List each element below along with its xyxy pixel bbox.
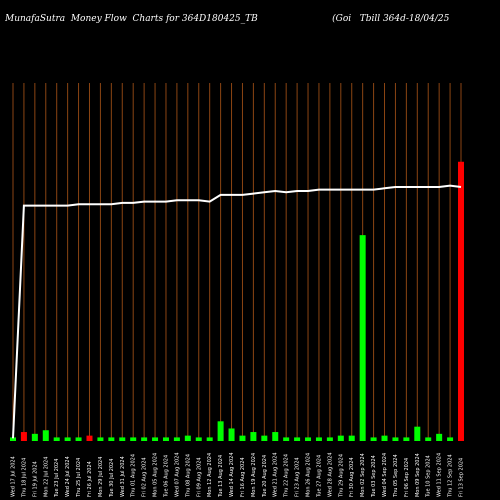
volume-bar <box>75 437 82 441</box>
volume-bar <box>359 235 366 441</box>
x-tick-label: Tue 10 Sep 2024 <box>426 455 432 498</box>
x-tick-label: Mon 09 Sep 2024 <box>415 453 421 497</box>
volume-bar <box>305 437 312 441</box>
x-tick-label: Wed 31 Jul 2024 <box>120 456 126 497</box>
x-tick-label: Wed 28 Aug 2024 <box>327 452 333 497</box>
x-axis-tick-labels: Wed 17 Jul 2024 Thu 18 Jul 2024 Fri 19 Jul… <box>11 452 465 498</box>
volume-bar <box>261 435 268 441</box>
volume-bar <box>119 437 126 441</box>
volume-bar <box>31 433 38 441</box>
x-tick-label: Mon 19 Aug 2024 <box>251 453 257 497</box>
x-tick-label: Tue 03 Sep 2024 <box>371 455 377 498</box>
x-tick-label: Tue 20 Aug 2024 <box>262 455 268 498</box>
x-tick-label: Wed 07 Aug 2024 <box>174 452 180 497</box>
volume-bar <box>315 437 322 441</box>
volume-bar <box>370 437 377 441</box>
volume-bar <box>326 437 333 441</box>
volume-bar <box>239 435 246 441</box>
x-tick-label: Thu 25 Jul 2024 <box>76 458 82 498</box>
volume-bar <box>64 437 71 441</box>
volume-bar <box>152 437 159 441</box>
x-tick-label: Mon 02 Sep 2024 <box>360 453 366 497</box>
x-tick-label: Fri 30 Aug 2024 <box>349 457 355 497</box>
x-tick-label: Mon 26 Aug 2024 <box>306 453 312 497</box>
volume-bar <box>217 421 224 441</box>
volume-bar <box>458 161 464 441</box>
volume-bar <box>86 435 93 441</box>
x-tick-label: Mon 05 Aug 2024 <box>153 453 159 497</box>
volume-bar <box>447 437 454 441</box>
x-tick-label: Wed 11 Sep 2024 <box>437 453 443 497</box>
x-tick-label: Fri 26 Jul 2024 <box>87 461 93 497</box>
volume-bar <box>381 435 388 441</box>
x-tick-label: Tue 30 Jul 2024 <box>109 459 115 498</box>
money-flow-line-path <box>12 184 462 439</box>
volume-bar <box>250 432 257 441</box>
volume-bar <box>272 432 279 441</box>
x-tick-label: Tue 13 Aug 2024 <box>218 455 224 498</box>
volume-bar <box>425 437 432 441</box>
x-tick-label: Mon 22 Jul 2024 <box>43 457 49 497</box>
volume-bar <box>141 437 148 441</box>
x-tick-label: Thu 18 Jul 2024 <box>21 458 27 498</box>
volume-bar <box>53 437 60 441</box>
x-tick-label: Wed 24 Jul 2024 <box>65 456 71 497</box>
volume-bar <box>10 437 16 441</box>
money-flow-line <box>12 184 462 439</box>
x-tick-label: Tue 27 Aug 2024 <box>316 455 322 498</box>
volume-bar <box>162 437 169 441</box>
volume-bar <box>206 437 213 441</box>
volume-bar <box>436 433 443 441</box>
volume-bar <box>228 428 235 441</box>
x-tick-label: Fri 13 Sep 2024 <box>459 458 465 497</box>
volume-bar <box>20 432 27 441</box>
x-tick-label: Thu 08 Aug 2024 <box>185 454 191 498</box>
x-tick-label: Mon 29 Jul 2024 <box>98 457 104 497</box>
x-tick-label: Thu 05 Sep 2024 <box>393 454 399 498</box>
x-tick-label: Mon 12 Aug 2024 <box>207 453 213 497</box>
volume-bar <box>173 437 180 441</box>
chart-title: MunafaSutra Money Flow Charts for 364D18… <box>5 14 450 24</box>
x-tick-label: Fri 09 Aug 2024 <box>196 457 202 497</box>
volume-bar <box>184 435 191 441</box>
x-tick-label: Fri 23 Aug 2024 <box>295 457 301 497</box>
x-tick-label: Fri 06 Sep 2024 <box>404 458 410 497</box>
x-tick-label: Thu 22 Aug 2024 <box>284 454 290 498</box>
volume-bar <box>283 437 290 441</box>
volume-bar <box>392 437 399 441</box>
volume-bar <box>42 430 49 441</box>
x-tick-label: Thu 01 Aug 2024 <box>131 454 137 498</box>
volume-bar <box>195 437 202 441</box>
volume-bar <box>108 437 115 441</box>
volume-bar <box>337 435 344 441</box>
x-tick-label: Thu 12 Sep 2024 <box>448 454 454 498</box>
volume-bar <box>403 437 410 441</box>
x-tick-label: Wed 14 Aug 2024 <box>229 452 235 497</box>
x-tick-label: Wed 17 Jul 2024 <box>11 456 17 497</box>
gridlines <box>12 83 462 441</box>
x-tick-label: Wed 21 Aug 2024 <box>273 452 279 497</box>
x-tick-label: Tue 06 Aug 2024 <box>163 455 169 498</box>
x-tick-label: Fri 16 Aug 2024 <box>240 457 246 497</box>
x-tick-label: Tue 23 Jul 2024 <box>54 459 60 498</box>
volume-bar <box>130 437 137 441</box>
x-tick-label: Wed 04 Sep 2024 <box>382 453 388 497</box>
volume-bar <box>348 435 355 441</box>
volume-bar <box>294 437 301 441</box>
x-tick-label: Thu 29 Aug 2024 <box>338 454 344 498</box>
volume-bar <box>414 426 421 441</box>
volume-bar <box>97 437 104 441</box>
volume-bars <box>10 161 464 441</box>
x-tick-label: Fri 19 Jul 2024 <box>32 461 38 497</box>
x-tick-label: Fri 02 Aug 2024 <box>142 457 148 497</box>
